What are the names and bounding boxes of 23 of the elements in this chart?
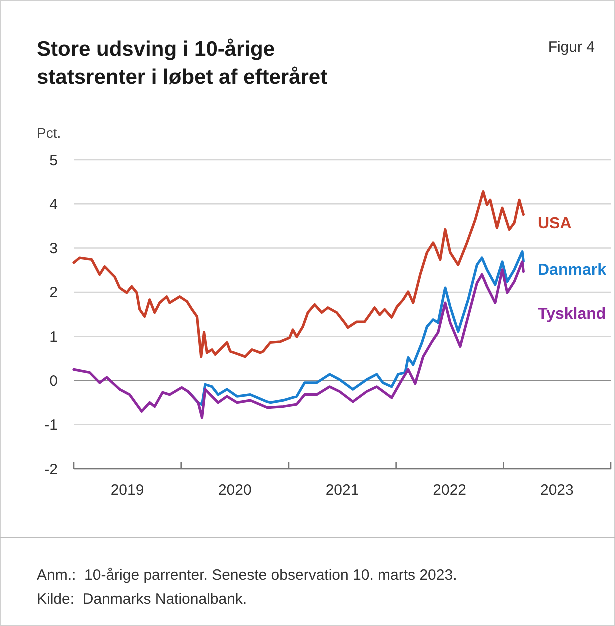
x-tick-label: 2023 [540,482,574,499]
series-label: USA [538,215,572,232]
chart-title: Store udsving i 10-årige statsrenter i løbet af efteråret [37,38,328,89]
series-label: Danmark [538,262,607,280]
y-tick-label: 4 [50,196,58,214]
y-tick-label: 1 [50,328,58,346]
x-tick-label: 2020 [218,482,252,499]
y-tick-label: 2 [50,284,58,302]
y-tick-label: -2 [44,461,58,478]
x-tick-label: 2021 [326,482,360,499]
x-tick-label: 2022 [433,482,467,499]
text: Anm.: 10-årige parrenter. Seneste observation 10. marts 2023. [37,567,458,584]
y-tick-label: 5 [50,152,58,170]
line-series [72,260,525,420]
y-tick-label: -1 [44,417,58,434]
text: Kilde: Danmarks Nationalbank. [37,591,248,608]
y-tick-label: 0 [50,372,58,390]
x-tick-label: 2019 [110,482,144,499]
text: Tyskland [538,306,606,324]
chart-subtitle: Figur 4 [548,39,595,56]
y-axis-title: Pct. [37,125,62,141]
line-series [72,190,525,358]
y-tick-label: 3 [50,240,58,258]
